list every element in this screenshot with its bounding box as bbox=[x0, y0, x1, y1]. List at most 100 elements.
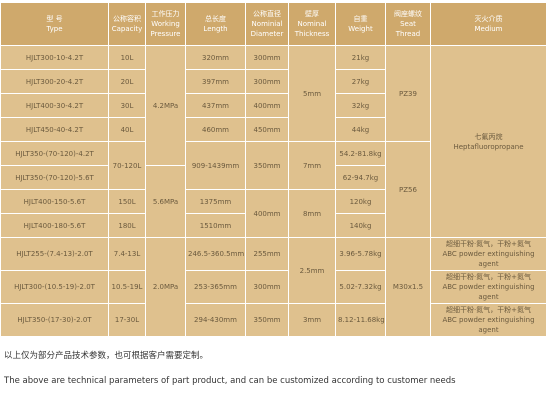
table-cell: HJLT255-(7.4-13)-2.0T bbox=[0, 237, 109, 271]
table-cell: 5.02-7.32kg bbox=[335, 270, 386, 304]
header-zh: 型 号 bbox=[46, 15, 63, 23]
table-row: HJLT300-10-4.2T 10L 4.2MPa 320mm 300mm 5mm 21k… bbox=[0, 45, 546, 238]
table-cell: 8mm bbox=[288, 189, 336, 238]
header-cell: 工作压力 Working Pressure bbox=[145, 2, 186, 46]
table-cell: 320mm bbox=[185, 45, 246, 70]
table-cell: 460mm bbox=[185, 117, 246, 142]
table-cell: 255mm bbox=[245, 237, 289, 271]
table-cell: 44kg bbox=[335, 117, 386, 142]
table-row: HJLT400-30-4.2T 30L 437mm 400mm 32kg bbox=[0, 93, 546, 118]
header-en: Working Pressure bbox=[150, 20, 181, 38]
table-cell: 246.5-360.5mm bbox=[185, 237, 246, 271]
table-cell: 10L bbox=[108, 45, 146, 70]
table-cell: HJLT350-(70-120)-4.2T bbox=[0, 141, 109, 166]
table-cell: PZ39 bbox=[385, 45, 431, 142]
header-cell: 灭火介质 Medium bbox=[430, 2, 546, 46]
medium-cell: 超细干粉·氮气，干粉+氮气 ABC powder extinguishing ag… bbox=[430, 270, 546, 304]
table-cell: 1375mm bbox=[185, 189, 246, 214]
table-cell: 909-1439mm bbox=[185, 141, 246, 190]
table-cell: 180L bbox=[108, 213, 146, 238]
table-cell: 400mm bbox=[245, 189, 289, 238]
table-cell: 27kg bbox=[335, 69, 386, 94]
header-cell: 自重 Weight bbox=[335, 2, 386, 46]
table-cell: 17-30L bbox=[108, 303, 146, 337]
table-row: HJLT450-40-4.2T 40L 460mm 450mm 44kg bbox=[0, 117, 546, 142]
medium-en: ABC powder extinguishing agent bbox=[442, 283, 535, 301]
table-cell: PZ56 bbox=[385, 141, 431, 238]
header-row: 型 号 Type 公称容积 Capacity 工作压力 Working Pressure 总… bbox=[0, 2, 546, 46]
table-row: HJLT350-(70-120)-4.2T 70-120L 909-1439mm 35… bbox=[0, 141, 546, 238]
table-row: HJLT350-(17-30)-2.0T 17-30L 294-430mm 350mm… bbox=[0, 303, 546, 337]
header-en: Nominal Thickness bbox=[294, 20, 330, 38]
medium-zh: 超细干粉·氮气，干粉+氮气 bbox=[445, 273, 532, 281]
header-en: Type bbox=[46, 25, 63, 33]
table-row: HJLT400-180-5.6T 180L 1510mm 140kg bbox=[0, 213, 546, 238]
note-en: The above are technical parameters of pa… bbox=[4, 376, 456, 386]
header-cell: 型 号 Type bbox=[0, 2, 109, 46]
table-cell: 4.2MPa bbox=[145, 45, 186, 166]
table-row: HJLT300-20-4.2T 20L 397mm 300mm 27kg bbox=[0, 69, 546, 94]
table-cell: 7mm bbox=[288, 141, 336, 190]
table-cell: 120kg bbox=[335, 189, 386, 214]
table-cell: 10.5-19L bbox=[108, 270, 146, 304]
table-cell: 150L bbox=[108, 189, 146, 214]
table-cell: 2.0MPa bbox=[145, 237, 186, 337]
table-cell: HJLT350-(70-120)-5.6T bbox=[0, 165, 109, 190]
table-cell: 400mm bbox=[245, 93, 289, 118]
header-en: Capacity bbox=[111, 25, 143, 33]
table-cell: 32kg bbox=[335, 93, 386, 118]
medium-en: Heptafluoropropane bbox=[453, 142, 524, 151]
medium-en: ABC powder extinguishing agent bbox=[442, 316, 535, 334]
header-zh: 总长度 bbox=[205, 15, 226, 23]
table-cell: HJLT300-(10.5-19)-2.0T bbox=[0, 270, 109, 304]
table-cell: 70-120L bbox=[108, 141, 146, 190]
table-body: HJLT300-10-4.2T 10L 4.2MPa 320mm 300mm 5mm 21k… bbox=[0, 45, 546, 337]
header-cell: 总长度 Length bbox=[185, 2, 246, 46]
table-cell: HJLT300-20-4.2T bbox=[0, 69, 109, 94]
table-cell: 294-430mm bbox=[185, 303, 246, 337]
header-cell: 公称容积 Capacity bbox=[108, 2, 146, 46]
header-zh: 公称容积 bbox=[113, 15, 141, 23]
header-en: Medium bbox=[474, 25, 503, 33]
table-cell: 140kg bbox=[335, 213, 386, 238]
table-cell: 30L bbox=[108, 93, 146, 118]
header-cell: 阀座螺纹 Seat Thread bbox=[385, 2, 431, 46]
header-en: Length bbox=[203, 25, 228, 33]
medium-zh: 超细干粉·氮气，干粉+氮气 bbox=[445, 306, 532, 314]
table-row: HJLT255-(7.4-13)-2.0T 7.4-13L 2.0MPa 246.5-… bbox=[0, 237, 546, 337]
header-zh: 工作压力 bbox=[151, 10, 180, 18]
header-zh: 壁厚 bbox=[305, 10, 319, 18]
table-cell: M30x1.5 bbox=[385, 237, 431, 337]
table-cell: 437mm bbox=[185, 93, 246, 118]
table-cell: 3.96-5.78kg bbox=[335, 237, 386, 271]
table-cell: HJLT450-40-4.2T bbox=[0, 117, 109, 142]
header-en: Weight bbox=[348, 25, 373, 33]
note-zh: 以上仅为部分产品技术参数，也可根据客户需要定制。 bbox=[4, 351, 209, 361]
header-zh: 阀座螺纹 bbox=[394, 10, 422, 18]
table-cell: 253-365mm bbox=[185, 270, 246, 304]
header-zh: 自重 bbox=[353, 15, 368, 23]
header-cell: 公称直径 Nominial Diameter bbox=[245, 2, 289, 46]
table-cell: 450mm bbox=[245, 117, 289, 142]
table-cell: HJLT400-30-4.2T bbox=[0, 93, 109, 118]
medium-zh: 超细干粉·氮气，干粉+氮气 bbox=[445, 240, 532, 248]
table-cell: 5mm bbox=[288, 45, 336, 142]
medium-cell: 七氟丙烷 Heptafluoropropane bbox=[430, 45, 546, 238]
table-cell: 40L bbox=[108, 117, 146, 142]
table-cell: HJLT300-10-4.2T bbox=[0, 45, 109, 70]
table-cell: 54.2-81.8kg bbox=[335, 141, 386, 166]
table-cell: 350mm bbox=[245, 303, 289, 337]
header-zh: 公称直径 bbox=[253, 10, 281, 18]
table-cell: 5.6MPa bbox=[145, 165, 186, 238]
table-cell: 7.4-13L bbox=[108, 237, 146, 271]
table-cell: 21kg bbox=[335, 45, 386, 70]
medium-cell: 超细干粉·氮气，干粉+氮气 ABC powder extinguishing ag… bbox=[430, 303, 546, 337]
table-cell: 300mm bbox=[245, 69, 289, 94]
table-row: HJLT350-(70-120)-5.6T 5.6MPa 62-94.7kg bbox=[0, 165, 546, 238]
spec-table: 型 号 Type 公称容积 Capacity 工作压力 Working Pressure 总… bbox=[0, 2, 546, 337]
header-cell: 壁厚 Nominal Thickness bbox=[288, 2, 336, 46]
table-cell: 300mm bbox=[245, 45, 289, 70]
table-cell: 350mm bbox=[245, 141, 289, 190]
header-en: Seat Thread bbox=[395, 20, 421, 38]
